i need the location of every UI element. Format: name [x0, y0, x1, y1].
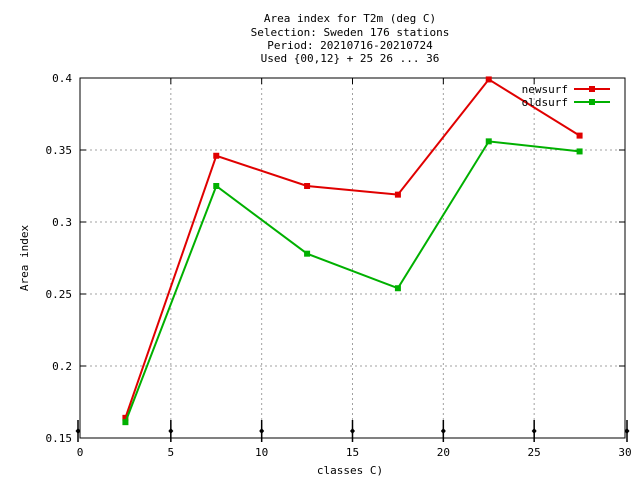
x-tick-label: 5	[168, 446, 175, 459]
baseline-marker	[350, 428, 355, 434]
y-tick-label: 0.3	[52, 216, 72, 229]
grid	[80, 78, 625, 438]
x-tick-label: 30	[618, 446, 631, 459]
x-axis-label: classes C)	[317, 464, 383, 477]
data-point-newsurf	[213, 152, 220, 159]
title-line-4: Used {00,12} + 25 26 ... 36	[261, 52, 440, 65]
data-point-oldsurf	[394, 285, 401, 292]
y-tick-label: 0.2	[52, 360, 72, 373]
baseline-markers	[75, 420, 630, 442]
title-line-3: Period: 20210716-20210724	[267, 39, 433, 52]
data-point-oldsurf	[213, 183, 220, 189]
title: Area index for T2m (deg C) Selection: Sw…	[251, 12, 450, 65]
data-point-oldsurf	[576, 148, 583, 155]
legend-marker-oldsurf	[589, 99, 595, 105]
axis-ticks: 0.15 0.2 0.25 0.3 0.35 0.4 0 5 10 15 20 25 30	[46, 72, 632, 459]
series-line-oldsurf	[124, 140, 580, 423]
data-point-newsurf	[394, 191, 401, 198]
legend-label-oldsurf: oldsurf	[522, 96, 568, 109]
x-tick-label: 0	[77, 446, 84, 459]
series-line-newsurf	[124, 78, 581, 419]
y-tick-label: 0.25	[46, 288, 73, 301]
data-point-newsurf	[576, 132, 583, 139]
baseline-marker	[259, 428, 265, 434]
y-tick-label: 0.15	[46, 432, 73, 445]
x-tick-label: 25	[528, 446, 541, 459]
data-point-oldsurf	[304, 250, 311, 257]
x-tick-label: 15	[346, 446, 359, 459]
title-line-1: Area index for T2m (deg C)	[264, 12, 436, 25]
baseline-marker	[624, 428, 630, 434]
title-line-2: Selection: Sweden 176 stations	[251, 26, 450, 39]
baseline-marker	[75, 428, 81, 434]
legend-label-newsurf: newsurf	[522, 83, 568, 96]
legend-marker-newsurf	[589, 86, 595, 92]
data-point-newsurf	[122, 414, 129, 421]
x-tick-label: 20	[437, 446, 450, 459]
series	[122, 76, 583, 426]
data-point-newsurf	[304, 183, 311, 189]
y-axis-label: Area index	[18, 225, 31, 292]
data-point-newsurf	[485, 76, 492, 83]
baseline-marker	[531, 428, 537, 434]
x-tick-label: 10	[255, 446, 268, 459]
y-tick-label: 0.35	[46, 144, 73, 157]
data-point-oldsurf	[122, 419, 129, 426]
baseline-marker	[168, 428, 174, 434]
baseline-marker	[440, 428, 446, 434]
y-tick-label: 0.4	[52, 72, 72, 85]
data-point-oldsurf	[485, 138, 492, 145]
